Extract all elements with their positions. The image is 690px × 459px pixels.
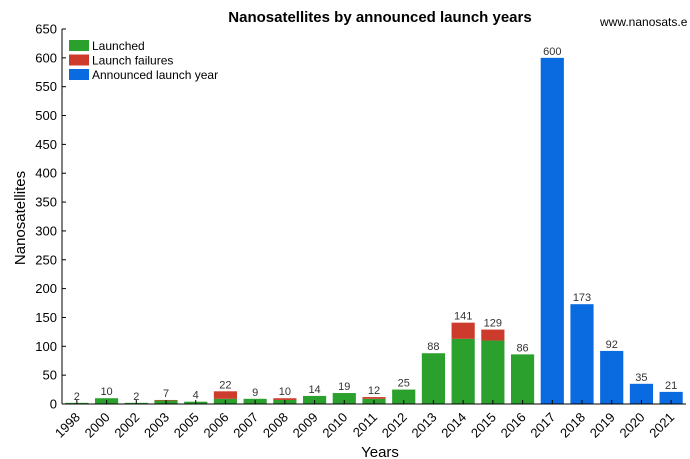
x-tick-label: 2000 xyxy=(82,410,113,441)
bar-value-label: 22 xyxy=(219,379,231,391)
x-tick-label: 2014 xyxy=(438,410,469,441)
y-tick-label: 450 xyxy=(35,137,57,152)
y-axis-label: Nanosatellites xyxy=(12,171,29,265)
bar-value-label: 2 xyxy=(74,391,80,403)
y-tick-label: 650 xyxy=(35,22,57,37)
x-tick-label: 2021 xyxy=(646,410,677,441)
x-tick-label: 2020 xyxy=(616,410,647,441)
bar-value-label: 25 xyxy=(398,378,410,390)
x-tick-label: 2007 xyxy=(230,410,261,441)
x-tick-label: 2009 xyxy=(290,410,321,441)
legend-label: Announced launch year xyxy=(92,68,218,82)
x-tick-label: 2002 xyxy=(111,410,142,441)
y-axis-ticks: 0 50 100 150 200 250 300 350 400 450 500 550 600 650 xyxy=(35,22,66,412)
bar-launched xyxy=(421,353,446,404)
y-tick-label: 500 xyxy=(35,108,57,123)
bar-value-label: 141 xyxy=(454,311,472,323)
bar-value-label: 14 xyxy=(308,384,320,396)
x-tick-label: 2008 xyxy=(260,410,291,441)
watermark-text: www.nanosats.e xyxy=(599,15,688,29)
bar-value-label: 10 xyxy=(100,386,112,398)
y-tick-label: 550 xyxy=(35,79,57,94)
bar-announced-launch-year xyxy=(570,304,594,404)
bar-value-label: 173 xyxy=(573,292,591,304)
y-tick-label: 350 xyxy=(35,195,57,210)
legend-label: Launched xyxy=(92,39,145,53)
bar-launched xyxy=(481,340,505,404)
bar-launch-failures xyxy=(213,391,238,399)
bar-launch-failures xyxy=(362,397,386,399)
bar-launched xyxy=(332,393,356,404)
bar-launch-failures xyxy=(451,322,475,339)
y-tick-label: 0 xyxy=(50,397,57,412)
bar-value-label: 86 xyxy=(516,342,528,354)
y-tick-label: 200 xyxy=(35,281,57,296)
y-tick-label: 600 xyxy=(35,50,57,65)
bar-value-label: 4 xyxy=(193,390,199,402)
legend-swatch xyxy=(69,40,89,51)
bar-value-label: 12 xyxy=(368,385,380,397)
bar-value-label: 35 xyxy=(635,372,647,384)
bar-launched xyxy=(302,395,327,404)
x-tick-label: 2012 xyxy=(379,410,410,441)
x-tick-label: 2006 xyxy=(200,410,231,441)
y-tick-label: 300 xyxy=(35,223,57,238)
x-tick-label: 2017 xyxy=(527,410,558,441)
x-axis-ticks: 1998200020022003200520062007200820092010… xyxy=(52,400,677,441)
bar-value-label: 600 xyxy=(543,46,561,58)
x-tick-label: 2016 xyxy=(498,410,529,441)
y-tick-label: 400 xyxy=(35,166,57,181)
bar-announced-launch-year xyxy=(540,57,564,404)
x-tick-label: 2019 xyxy=(587,410,618,441)
bar-value-label: 2 xyxy=(133,391,139,403)
x-tick-label: 2005 xyxy=(171,410,202,441)
y-tick-label: 150 xyxy=(35,310,57,325)
bar-value-label: 9 xyxy=(252,387,258,399)
bar-value-label: 21 xyxy=(665,380,677,392)
legend-swatch xyxy=(69,69,89,80)
bar-announced-launch-year xyxy=(659,391,683,404)
bar-value-label: 92 xyxy=(606,339,618,351)
x-tick-label: 1998 xyxy=(52,410,83,441)
bar-launched xyxy=(451,338,475,404)
legend-label: Launch failures xyxy=(92,54,173,68)
bars-layer xyxy=(65,57,683,404)
bar-value-label: 10 xyxy=(279,386,291,398)
y-tick-label: 100 xyxy=(35,339,57,354)
x-tick-label: 2003 xyxy=(141,410,172,441)
bar-announced-launch-year xyxy=(600,350,624,404)
x-tick-label: 2011 xyxy=(350,410,380,440)
chart-title: Nanosatellites by announced launch years xyxy=(228,9,531,26)
x-tick-label: 2013 xyxy=(408,410,439,441)
bar-launched xyxy=(392,389,416,404)
bar-value-label: 88 xyxy=(427,341,439,353)
bar-value-label: 129 xyxy=(484,318,502,330)
bar-announced-launch-year xyxy=(629,383,654,404)
bar-launched xyxy=(510,354,535,404)
y-tick-label: 50 xyxy=(43,368,57,383)
bar-value-label: 19 xyxy=(338,381,350,393)
legend-swatch xyxy=(69,54,89,66)
bar-value-label: 7 xyxy=(163,388,169,400)
x-tick-label: 2018 xyxy=(557,410,588,441)
data-labels-layer: 2 10 2 7 4 22 9 10 14 19 12 25 88 141 129 86 600 173 92 35 2… xyxy=(74,46,677,403)
x-axis-label: Years xyxy=(361,444,399,459)
x-tick-label: 2015 xyxy=(468,410,499,441)
x-tick-label: 2010 xyxy=(319,410,350,441)
bar-launch-failures xyxy=(481,329,505,341)
y-tick-label: 250 xyxy=(35,252,57,267)
bar-launch-failures xyxy=(273,398,297,400)
